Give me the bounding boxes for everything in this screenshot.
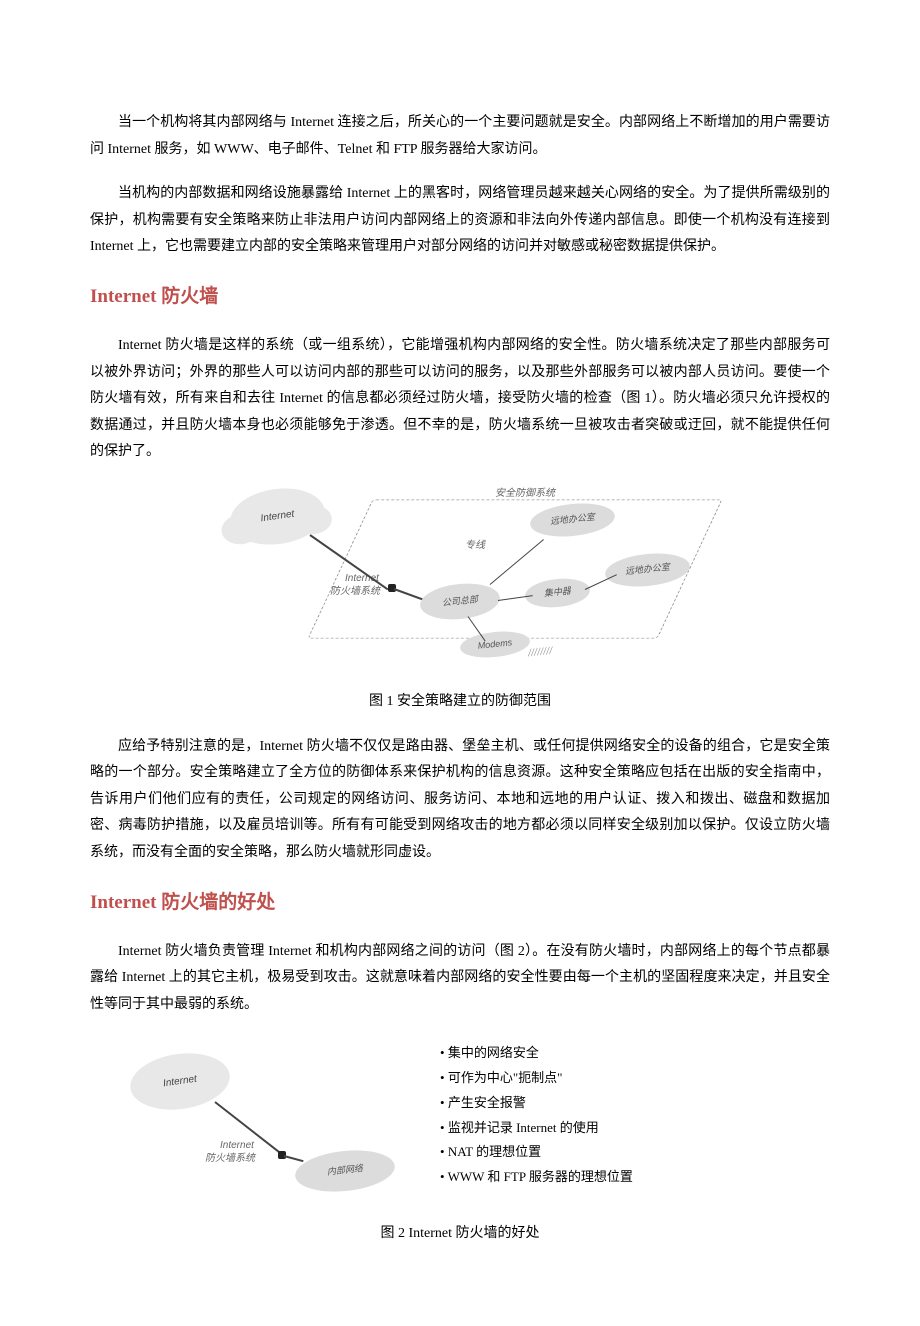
figure-1-diagram: Internet 安全防御系统 Internet 防火墙系统 专线 公司总部 远… bbox=[220, 484, 700, 679]
label-firewall-2: 防火墙系统 bbox=[330, 582, 380, 601]
figure-2-caption: 图 2 Internet 防火墙的好处 bbox=[90, 1221, 830, 1248]
bullet-5: NAT 的理想位置 bbox=[440, 1140, 810, 1165]
blob-hq-label: 公司总部 bbox=[441, 591, 479, 612]
figure-1-caption: 图 1 安全策略建立的防御范围 bbox=[90, 689, 830, 716]
figure-2: Internet Internet 防火墙系统 内部网络 集中的网络安全 可作为… bbox=[90, 1036, 830, 1211]
bullet-2: 可作为中心"扼制点" bbox=[440, 1066, 810, 1091]
fig2-blob-internal-label: 内部网络 bbox=[326, 1161, 364, 1182]
fig2-cloud-internet-label: Internet bbox=[162, 1070, 198, 1094]
figure-1: Internet 安全防御系统 Internet 防火墙系统 专线 公司总部 远… bbox=[90, 484, 830, 679]
fig2-label-fw2: 防火墙系统 bbox=[205, 1149, 255, 1168]
blob-remote-1-label: 远地办公室 bbox=[549, 509, 596, 531]
bullet-4: 监视并记录 Internet 的使用 bbox=[440, 1116, 810, 1141]
cloud-internet-label: Internet bbox=[259, 505, 295, 529]
fig2-cloud-internet: Internet bbox=[127, 1048, 234, 1116]
figure-2-diagram: Internet Internet 防火墙系统 内部网络 bbox=[110, 1036, 420, 1211]
blob-remote-2-label: 远地办公室 bbox=[624, 559, 671, 581]
paragraph-1: 当一个机构将其内部网络与 Internet 连接之后，所关心的一个主要问题就是安… bbox=[90, 110, 830, 163]
fig2-blob-internal: 内部网络 bbox=[293, 1146, 397, 1196]
paragraph-5: Internet 防火墙负责管理 Internet 和机构内部网络之间的访问（图… bbox=[90, 939, 830, 1019]
heading-internet-firewall: Internet 防火墙 bbox=[90, 279, 830, 315]
figure-2-bullets: 集中的网络安全 可作为中心"扼制点" 产生安全报警 监视并记录 Internet… bbox=[420, 1036, 810, 1189]
fig2-line2 bbox=[284, 1156, 304, 1163]
blob-concentrator-label: 集中器 bbox=[543, 583, 572, 603]
paragraph-3: Internet 防火墙是这样的系统（或一组系统），它能增强机构内部网络的安全性… bbox=[90, 333, 830, 466]
cloud-internet: Internet bbox=[227, 483, 329, 551]
label-dedicated-line: 专线 bbox=[465, 536, 485, 555]
paragraph-4: 应给予特别注意的是，Internet 防火墙不仅仅是路由器、堡垒主机、或任何提供… bbox=[90, 734, 830, 867]
bullet-3: 产生安全报警 bbox=[440, 1091, 810, 1116]
bullet-6: WWW 和 FTP 服务器的理想位置 bbox=[440, 1165, 810, 1190]
modem-spikes: //////// bbox=[527, 641, 554, 664]
figure-2-container: Internet Internet 防火墙系统 内部网络 集中的网络安全 可作为… bbox=[110, 1036, 810, 1211]
paragraph-2: 当机构的内部数据和网络设施暴露给 Internet 上的黑客时，网络管理员越来越… bbox=[90, 181, 830, 261]
label-security-system: 安全防御系统 bbox=[495, 484, 555, 503]
bullet-1: 集中的网络安全 bbox=[440, 1041, 810, 1066]
heading-firewall-benefits: Internet 防火墙的好处 bbox=[90, 885, 830, 921]
